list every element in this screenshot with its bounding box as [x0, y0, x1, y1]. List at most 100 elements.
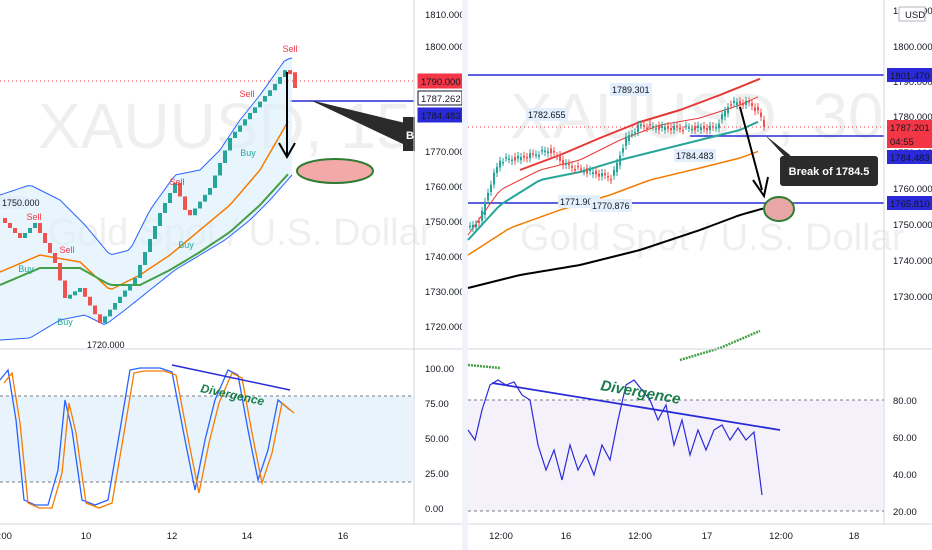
- left-callout-pointer: [310, 100, 405, 145]
- left-bollinger-upper: [0, 57, 293, 256]
- left-callout-text: B: [406, 130, 414, 142]
- right-candle-body: [556, 156, 558, 158]
- left-price-tick: 1750.000: [425, 217, 465, 228]
- right-ema-orange: [467, 150, 759, 256]
- left-renko-brick: [13, 228, 17, 233]
- left-renko-brick: [183, 196, 187, 210]
- right-candle-body: [526, 156, 528, 159]
- right-candle-body: [484, 201, 486, 215]
- left-renko-brick: [178, 183, 182, 197]
- right-candle-body: [499, 160, 501, 168]
- left-renko-brick: [43, 233, 47, 243]
- right-ema-black: [467, 207, 764, 289]
- right-candle-body: [487, 192, 489, 201]
- left-renko-brick: [78, 288, 82, 292]
- right-candle-body: [730, 104, 732, 106]
- right-ema-red-inner: [467, 96, 759, 236]
- right-price-tag-text: 1801.470: [890, 71, 930, 82]
- left-renko-brick: [3, 218, 7, 223]
- left-sell-signal: Sell: [26, 212, 41, 222]
- right-price-tick: 1730.000: [893, 292, 932, 303]
- right-candle-body: [523, 155, 525, 158]
- left-buy-signal: Buy: [18, 264, 34, 274]
- right-callout-box: [780, 156, 878, 186]
- right-candle-body: [529, 153, 531, 159]
- right-candle-body: [739, 101, 741, 104]
- right-osc-tick: 20.00: [893, 507, 917, 518]
- right-candle-body: [571, 166, 573, 168]
- left-price-tag-text: 1784.483: [421, 111, 461, 122]
- right-price-tag-text: 1784.483: [890, 153, 930, 164]
- right-candle-body: [613, 169, 615, 176]
- right-candle-body: [586, 168, 588, 174]
- right-candle-body: [541, 149, 543, 152]
- left-sell-signal: Sell: [239, 89, 254, 99]
- right-candle-body: [703, 126, 705, 129]
- left-osc-tick: 25.00: [425, 469, 449, 480]
- right-rsi-line: [467, 379, 763, 496]
- right-candle-body: [658, 125, 660, 131]
- left-target-ellipse: [296, 158, 374, 184]
- right-price-tick: 1800.000: [893, 42, 932, 53]
- right-candle-body: [721, 114, 723, 120]
- chart-split-divider: [462, 0, 468, 550]
- left-renko-brick: [243, 119, 247, 126]
- right-price-label-bg: [610, 83, 652, 96]
- right-candle-body: [520, 156, 522, 161]
- right-time-tick: 17: [702, 531, 713, 542]
- right-price-tag-text: 1787.201: [890, 123, 930, 134]
- left-renko-brick: [263, 95, 267, 102]
- left-price-tick: 1730.000: [425, 287, 465, 298]
- right-callout-text: Break of 1784.5: [789, 166, 870, 178]
- left-down-arrow-head: [278, 142, 296, 160]
- left-bollinger-lower: [0, 174, 293, 341]
- right-candle-body: [631, 133, 633, 136]
- left-renko-brick: [98, 314, 102, 323]
- right-candle-body: [748, 101, 750, 103]
- right-candle-body: [565, 163, 567, 165]
- left-renko-brick: [58, 263, 62, 281]
- left-renko-brick: [48, 243, 52, 253]
- right-candle-body: [736, 102, 738, 105]
- right-candle-body: [751, 103, 753, 107]
- left-bollinger-fill: [0, 58, 292, 340]
- right-candle-body: [745, 100, 747, 105]
- right-candle-body: [733, 100, 735, 103]
- right-candle-body: [643, 125, 645, 127]
- right-candle-body: [709, 125, 711, 130]
- right-price-label-bg: [674, 149, 716, 162]
- left-renko-brick: [233, 131, 237, 138]
- left-renko-brick: [63, 280, 67, 298]
- right-candle-body: [574, 168, 576, 171]
- right-candle-body: [469, 225, 471, 228]
- right-candle-body: [601, 173, 603, 177]
- left-renko-brick: [228, 138, 232, 151]
- left-price-tick: 1800.000: [425, 42, 465, 53]
- left-renko-brick: [253, 107, 257, 113]
- right-price-label-bg: [526, 108, 568, 121]
- right-candle-body: [493, 172, 495, 185]
- left-renko-brick: [293, 72, 297, 88]
- right-time-tick: 18: [849, 531, 860, 542]
- right-price-tag: [887, 134, 932, 148]
- right-candle-body: [604, 173, 606, 176]
- left-renko-brick: [128, 284, 132, 291]
- left-price-label-1720: 1720.000: [87, 340, 125, 350]
- right-candle-body: [496, 166, 498, 173]
- left-ema-green: [0, 173, 289, 286]
- left-osc-tick: 75.00: [425, 399, 449, 410]
- right-osc-tick: 60.00: [893, 433, 917, 444]
- right-candle-body: [589, 169, 591, 172]
- right-candle-body: [547, 151, 549, 154]
- right-candle-body: [649, 124, 651, 126]
- right-watermark-name: Gold Spot / U.S. Dollar: [520, 217, 905, 259]
- right-candle-body: [763, 119, 765, 127]
- left-price-label-1750: 1750.000: [2, 198, 40, 208]
- left-renko-brick: [88, 296, 92, 306]
- right-osc-band: [468, 400, 884, 511]
- right-ema-teal: [467, 120, 759, 241]
- right-price-label-bg: [590, 199, 632, 212]
- right-candle-body: [475, 223, 477, 228]
- right-price-label: 1782.655: [528, 110, 566, 120]
